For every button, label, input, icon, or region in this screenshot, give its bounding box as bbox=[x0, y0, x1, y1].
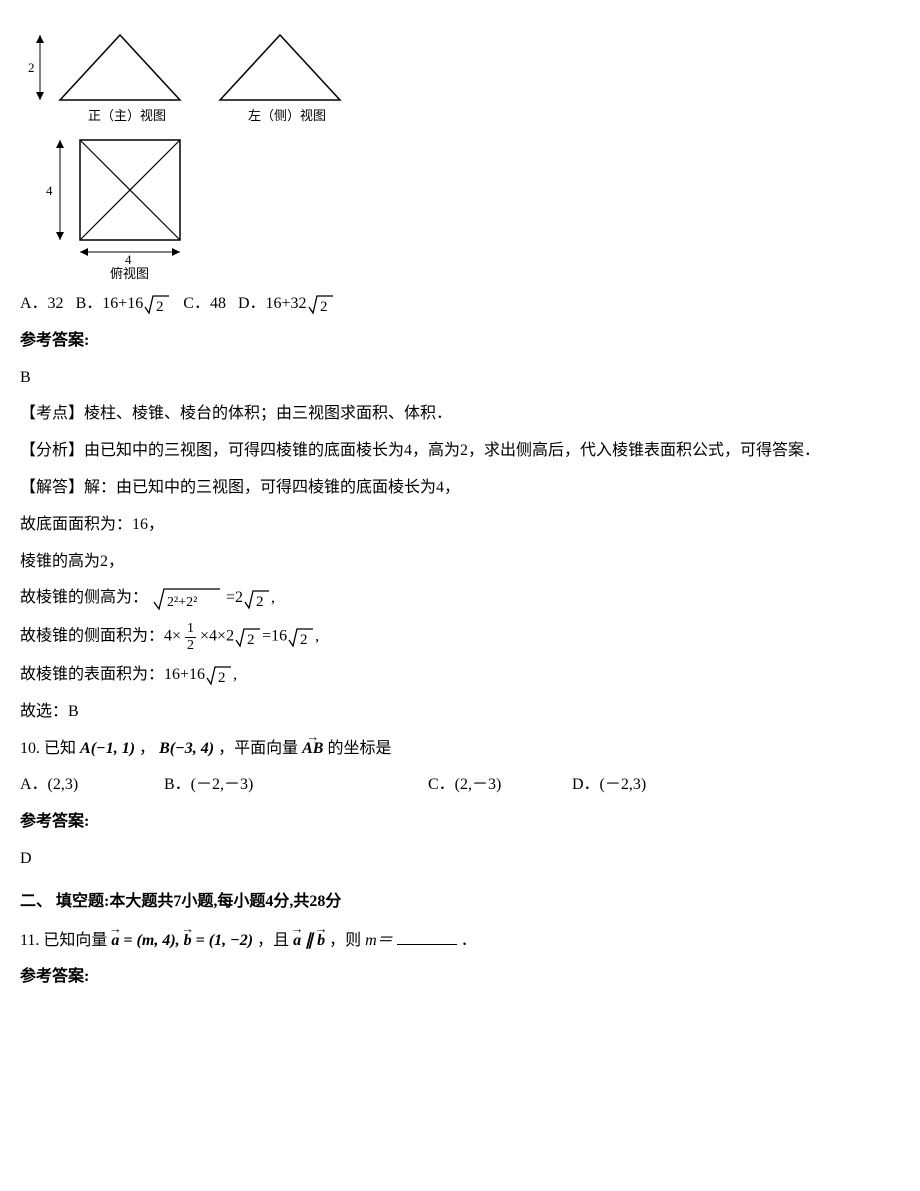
q9-l4-pre: 故棱锥的侧高为： bbox=[20, 589, 148, 606]
q11-m-label: m＝ bbox=[365, 932, 393, 949]
dim-2-text: 2 bbox=[28, 60, 35, 75]
svg-text:2: 2 bbox=[218, 670, 226, 686]
q9-analysis: 【分析】由已知中的三视图，可得四棱锥的底面棱长为4，高为2，求出侧高后，代入棱锥… bbox=[20, 437, 900, 466]
q11-parallel-a: a bbox=[293, 927, 301, 956]
q9-l6-end: , bbox=[233, 666, 237, 683]
q9-l5-pre: 故棱锥的侧面积为：4× bbox=[20, 628, 181, 645]
q9-topic: 【考点】棱柱、棱锥、棱台的体积；由三视图求面积、体积． bbox=[20, 400, 900, 429]
sqrt-22plus22-icon: 2²+2² bbox=[152, 586, 222, 612]
svg-text:2²+2²: 2²+2² bbox=[167, 595, 197, 610]
front-view-label: 正（主）视图 bbox=[88, 108, 166, 123]
sqrt2-icon-5: 2 bbox=[287, 626, 315, 648]
q11-vec-a: a bbox=[111, 927, 119, 956]
section2-title: 二、 填空题:本大题共7小题,每小题4分,共28分 bbox=[20, 888, 900, 917]
q9-opt-c: C．48 bbox=[183, 295, 226, 312]
q10-answer-label: 参考答案: bbox=[20, 808, 900, 837]
sqrt2-icon-1: 2 bbox=[143, 293, 171, 315]
q9-solve-l7: 故选：B bbox=[20, 698, 900, 727]
q9-l5-mid: ×4× bbox=[200, 628, 226, 645]
side-view-triangle bbox=[220, 35, 340, 100]
q11-vec-a-val: = (m, 4), bbox=[123, 932, 183, 949]
svg-text:2: 2 bbox=[320, 299, 328, 315]
q9-l5-2: 2 bbox=[226, 628, 234, 645]
top-view-label: 俯视图 bbox=[110, 266, 149, 280]
q10-answer: D bbox=[20, 845, 900, 874]
q11-vec-b-val: = (1, −2) bbox=[196, 932, 253, 949]
sqrt2-icon-6: 2 bbox=[205, 664, 233, 686]
dim-4h-arrow-r bbox=[172, 248, 180, 256]
q10-opt-c: C．(2,－3) bbox=[428, 771, 568, 800]
dim-2-arrow-top bbox=[36, 35, 44, 43]
q10-options: A．(2,3) B．(－2,－3) C．(2,－3) D．(－2,3) bbox=[20, 771, 900, 800]
svg-text:2: 2 bbox=[247, 632, 255, 648]
q9-solve-l2: 故底面面积为：16， bbox=[20, 511, 900, 540]
q9-l5-post: =16 bbox=[262, 628, 287, 645]
q11-post: ，则 bbox=[329, 932, 361, 949]
q9-options: A．32 B．16+16 2 C．48 D．16+32 2 bbox=[20, 290, 900, 319]
q9-solve-l4: 故棱锥的侧高为： 2²+2² =2 2, bbox=[20, 584, 900, 613]
dim-4v-arrow-top bbox=[56, 140, 64, 148]
dim-4v-arrow-bot bbox=[56, 232, 64, 240]
q11-sep: ，且 bbox=[257, 932, 289, 949]
frac-den: 2 bbox=[185, 638, 196, 653]
q9-answer-label: 参考答案: bbox=[20, 327, 900, 356]
q11-blank bbox=[397, 928, 457, 945]
diagram-svg: 2 正（主）视图 左（侧）视图 4 4 俯视图 bbox=[20, 20, 380, 280]
q10-pointA: A(−1, 1) bbox=[80, 740, 135, 757]
svg-text:2: 2 bbox=[156, 299, 164, 315]
q10-prefix: 10. 已知 bbox=[20, 740, 80, 757]
q10-suffix: 的坐标是 bbox=[327, 740, 391, 757]
q11-end: ． bbox=[461, 932, 477, 949]
q11-stem: 11. 已知向量 a = (m, 4), b = (1, −2) ，且 a ∥ … bbox=[20, 927, 900, 956]
q10-opt-a: A．(2,3) bbox=[20, 771, 160, 800]
q10-opt-d: D．(－2,3) bbox=[572, 771, 646, 800]
sqrt2-icon-4: 2 bbox=[234, 626, 262, 648]
q9-opt-d: D．16+32 bbox=[238, 295, 307, 312]
dim-4h-arrow-l bbox=[80, 248, 88, 256]
q10-vecAB: AB bbox=[302, 735, 323, 764]
q11-parallel-b: b bbox=[317, 927, 325, 956]
q9-answer: B bbox=[20, 364, 900, 393]
q10-opt-b: B．(－2,－3) bbox=[164, 771, 424, 800]
q9-opt-b: B．16+16 bbox=[76, 295, 144, 312]
dim-4v-text: 4 bbox=[46, 183, 53, 198]
q11-answer-label: 参考答案: bbox=[20, 963, 900, 992]
sqrt2-icon-2: 2 bbox=[307, 293, 335, 315]
q10-stem: 10. 已知 A(−1, 1) ， B(−3, 4) ，平面向量 AB 的坐标是 bbox=[20, 735, 900, 764]
q10-sep2: ，平面向量 bbox=[218, 740, 298, 757]
q9-solve-l3: 棱锥的高为2， bbox=[20, 548, 900, 577]
dim-4h-text: 4 bbox=[125, 252, 132, 267]
three-view-diagram: 2 正（主）视图 左（侧）视图 4 4 俯视图 bbox=[20, 20, 900, 280]
q9-opt-a: A．32 bbox=[20, 295, 64, 312]
q11-prefix: 11. 已知向量 bbox=[20, 932, 107, 949]
q9-l6-pre: 故棱锥的表面积为：16+16 bbox=[20, 666, 205, 683]
sqrt2-icon-3: 2 bbox=[243, 588, 271, 610]
front-view-triangle bbox=[60, 35, 180, 100]
q9-l4-post: =2 bbox=[226, 589, 243, 606]
q9-l4-end: , bbox=[271, 589, 275, 606]
q10-sep1: ， bbox=[139, 740, 155, 757]
q9-solve-l6: 故棱锥的表面积为：16+16 2, bbox=[20, 661, 900, 690]
svg-text:2: 2 bbox=[256, 594, 264, 610]
side-view-label: 左（侧）视图 bbox=[248, 108, 326, 123]
q10-pointB: B(−3, 4) bbox=[159, 740, 214, 757]
q9-l5-end: , bbox=[315, 628, 319, 645]
q9-solve-l5: 故棱锥的侧面积为：4× 12 ×4×22=162, bbox=[20, 621, 900, 653]
frac-num: 1 bbox=[185, 621, 196, 637]
fraction-half: 12 bbox=[185, 621, 196, 653]
dim-2-arrow-bot bbox=[36, 92, 44, 100]
q9-solve-l1: 【解答】解：由已知中的三视图，可得四棱锥的底面棱长为4， bbox=[20, 474, 900, 503]
svg-text:2: 2 bbox=[300, 632, 308, 648]
q11-vec-b: b bbox=[184, 927, 192, 956]
